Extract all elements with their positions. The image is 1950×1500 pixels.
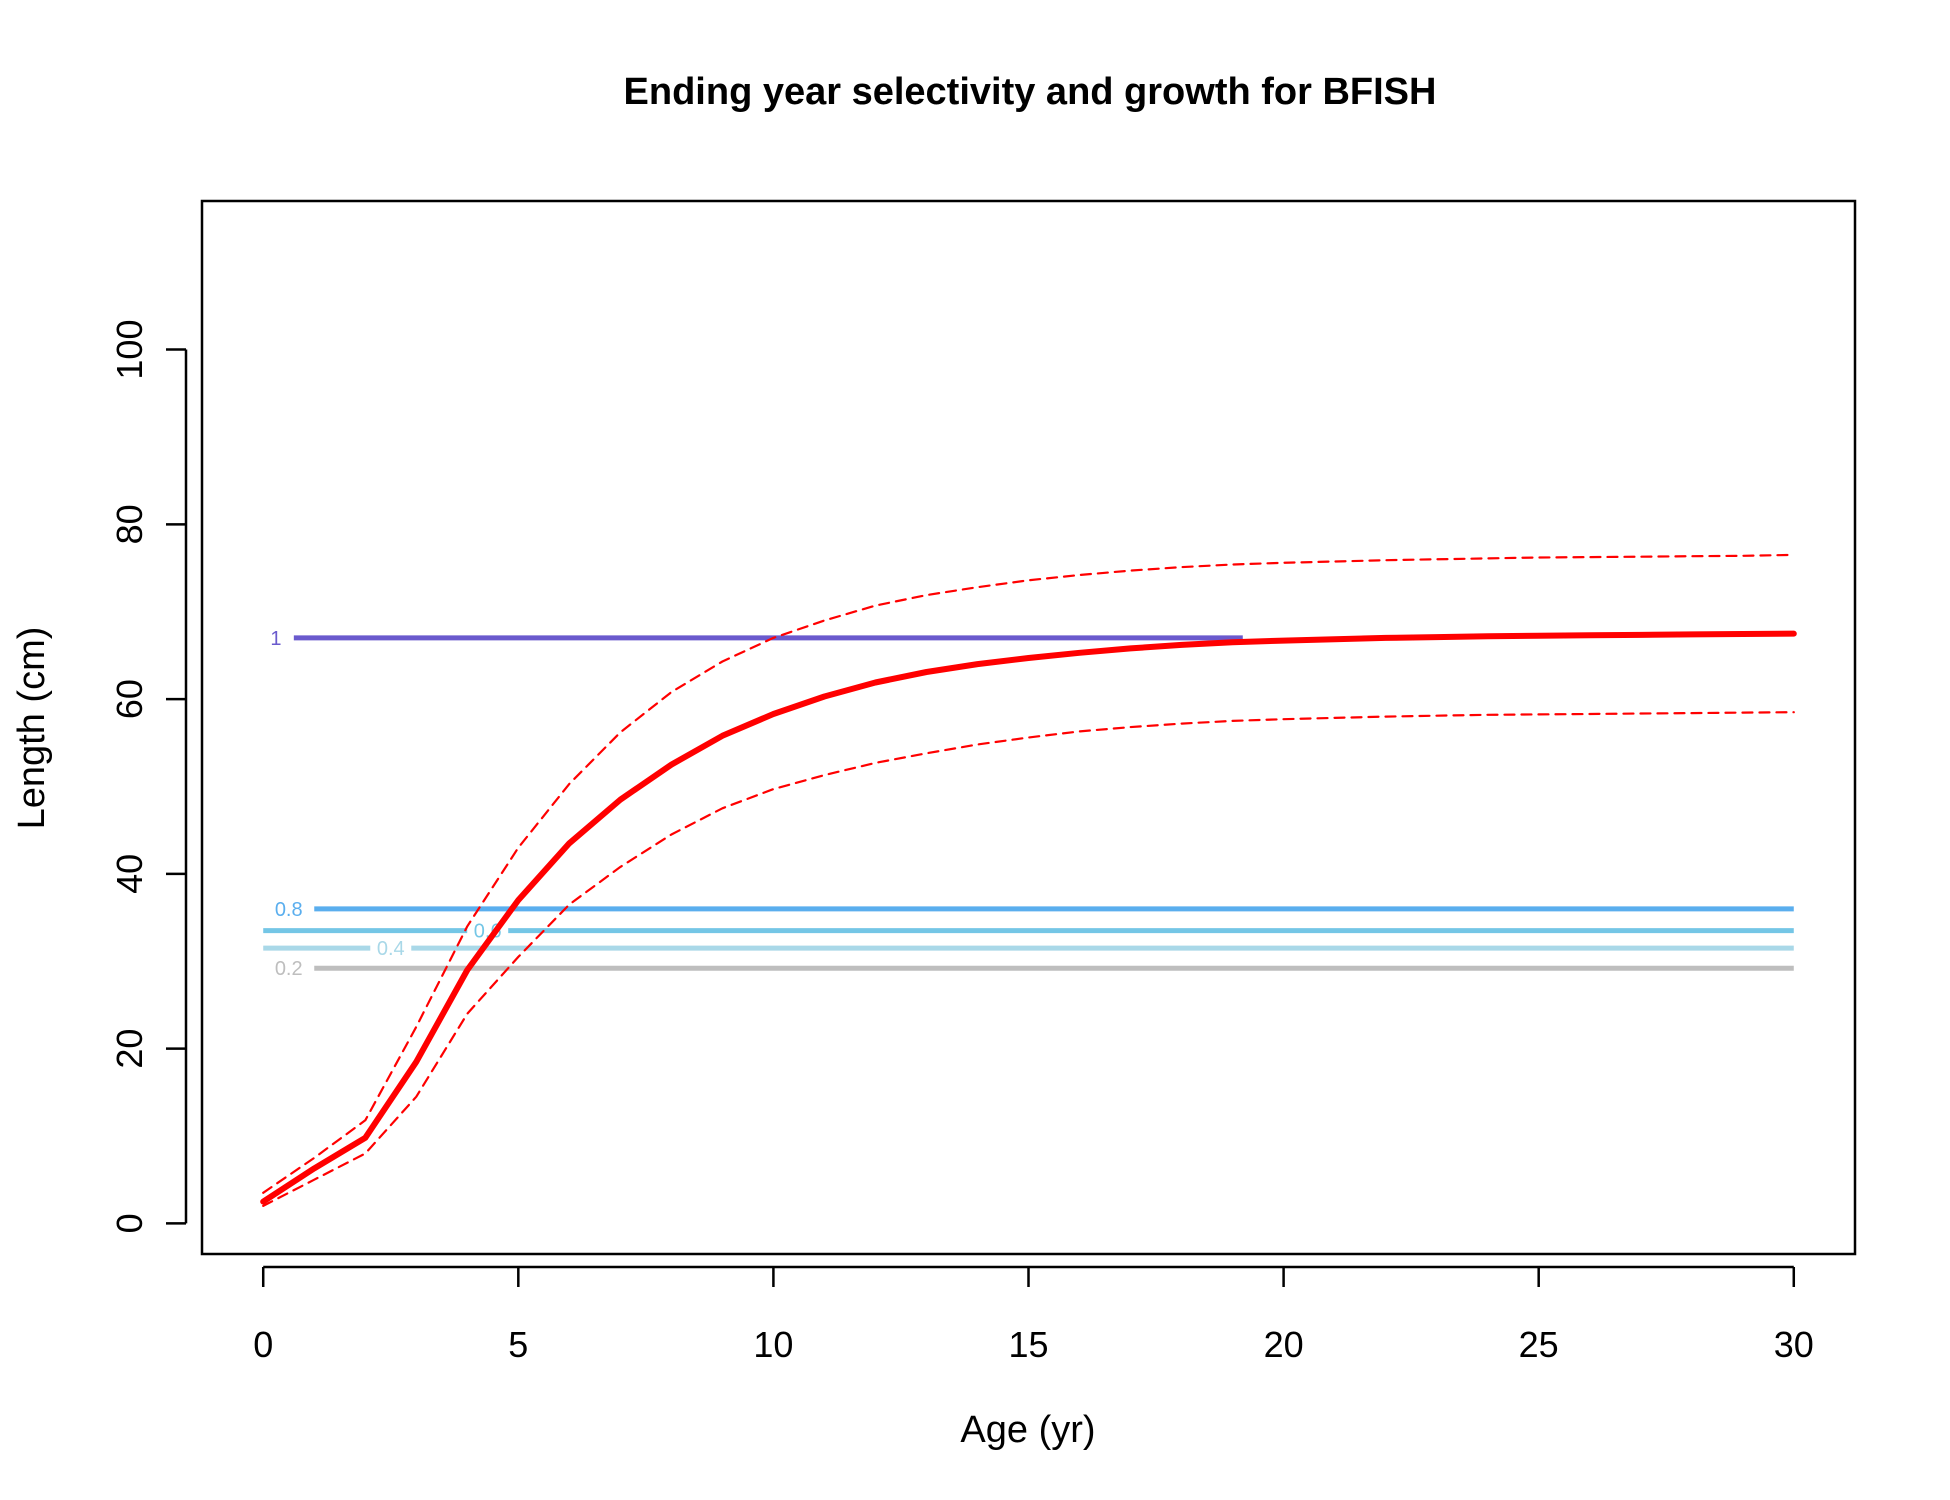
- selectivity-contour-label: 0.2: [275, 958, 303, 980]
- selectivity-contours: 10.80.60.40.2: [263, 626, 1794, 980]
- selectivity-contour-label: 1: [270, 628, 281, 650]
- x-axis: 0 5 10 15 20 25 30: [253, 1265, 1814, 1365]
- contour-label-background: [370, 937, 412, 960]
- selectivity-contour-label: 0.8: [275, 899, 303, 921]
- growth-upper-interval-line: [262, 553, 1795, 1194]
- growth-lower-interval-line: [262, 711, 1795, 1208]
- x-tick-label: 0: [253, 1324, 273, 1365]
- contour-label-background: [266, 626, 286, 649]
- y-tick-label: 60: [109, 679, 150, 719]
- plot-frame: [200, 199, 1857, 1256]
- y-axis-label: Length (cm): [11, 627, 53, 830]
- chart-title: Ending year selectivity and growth for B…: [624, 71, 1437, 113]
- y-tick-label: 20: [109, 1029, 150, 1069]
- contour-label-background: [268, 957, 310, 980]
- y-tick-label: 0: [109, 1213, 150, 1233]
- selectivity-contour-label: 0.4: [377, 938, 405, 960]
- x-tick-label: 10: [753, 1324, 793, 1365]
- x-tick-label: 30: [1774, 1324, 1814, 1365]
- y-axis: 0 20 40 60 80 100: [109, 320, 188, 1233]
- y-tick-label: 40: [109, 854, 150, 894]
- y-tick-label: 100: [109, 320, 150, 380]
- x-tick-label: 15: [1008, 1324, 1048, 1365]
- growth-curves: [260, 553, 1797, 1208]
- growth-mean-line: [260, 630, 1797, 1205]
- contour-label-background: [268, 897, 310, 920]
- y-tick-label: 80: [109, 504, 150, 544]
- x-tick-label: 25: [1519, 1324, 1559, 1365]
- x-tick-label: 20: [1264, 1324, 1304, 1365]
- x-axis-label: Age (yr): [960, 1409, 1095, 1451]
- x-tick-label: 5: [508, 1324, 528, 1365]
